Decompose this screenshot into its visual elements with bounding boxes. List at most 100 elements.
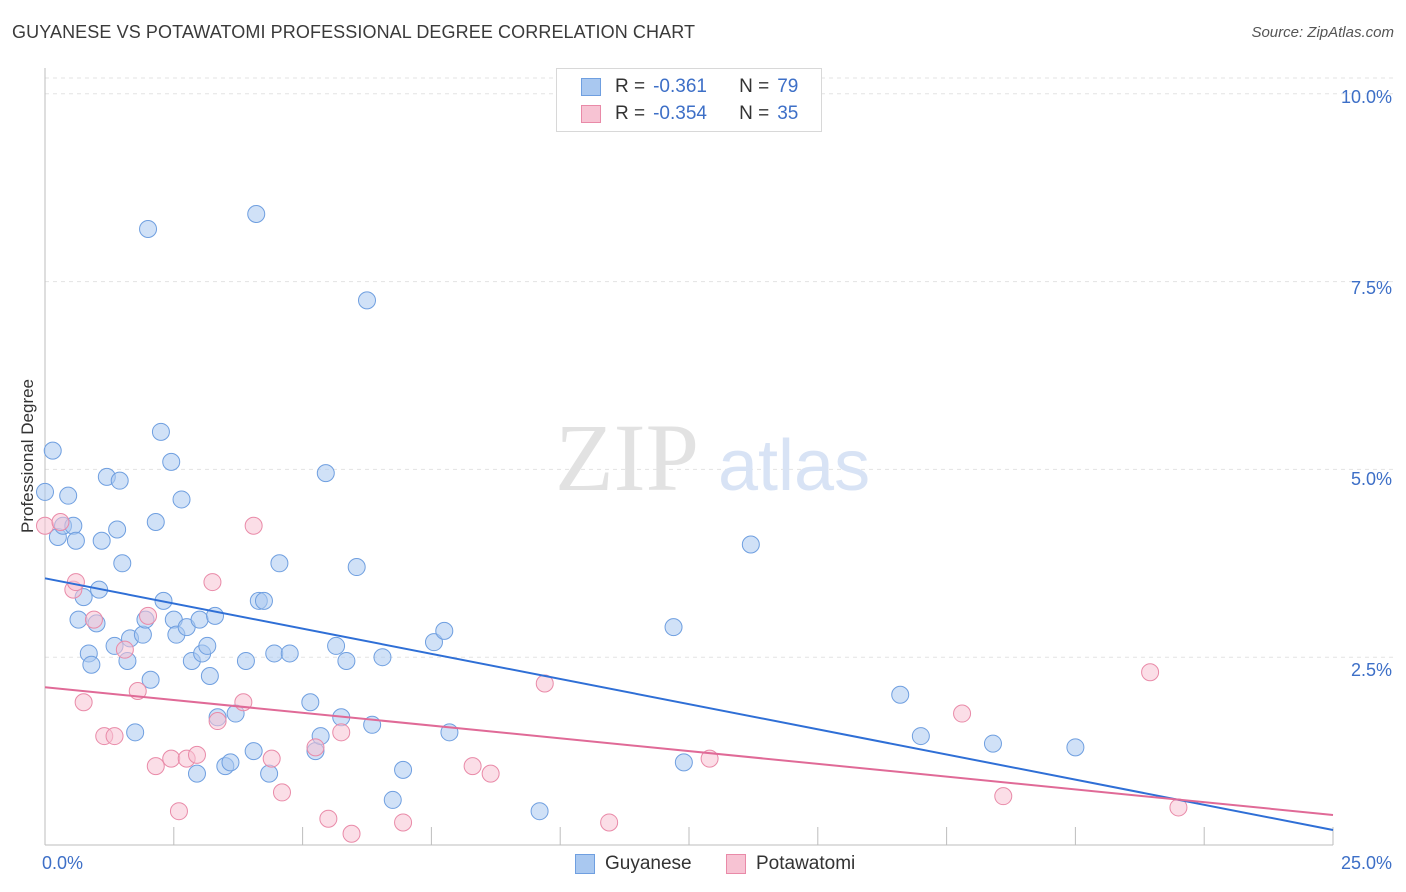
guyanese-point	[110, 471, 129, 490]
bottom-legend-label-guyanese: Guyanese	[605, 853, 692, 874]
legend-r-label: R =	[615, 103, 646, 124]
guyanese-point	[358, 291, 376, 310]
guyanese-point	[172, 490, 191, 509]
potawatomi-point	[169, 802, 188, 821]
legend-n-label: N =	[739, 103, 770, 124]
guyanese-point	[187, 764, 206, 783]
guyanese-point	[236, 651, 255, 670]
potawatomi-point	[105, 727, 124, 746]
potawatomi-point	[115, 640, 134, 659]
guyanese-point	[133, 625, 152, 644]
guyanese-point	[983, 734, 1002, 753]
legend-r-value: -0.354	[653, 103, 707, 124]
guyanese-point	[383, 790, 402, 809]
potawatomi-point	[162, 749, 181, 768]
bottom-legend-swatch-guyanese	[575, 854, 595, 874]
correlation-legend: R = -0.361 N = 79 R = -0.354 N = 35	[556, 68, 822, 132]
guyanese-point	[1066, 738, 1085, 757]
potawatomi-point	[66, 573, 85, 592]
potawatomi-point	[272, 783, 291, 802]
guyanese-point	[254, 591, 273, 610]
guyanese-point	[891, 685, 910, 704]
legend-r-label: R =	[615, 76, 646, 97]
guyanese-point	[108, 520, 127, 539]
axes	[44, 68, 1334, 846]
chart-title: GUYANESE VS POTAWATOMI PROFESSIONAL DEGR…	[12, 22, 696, 42]
legend-swatch-potawatomi	[581, 105, 601, 123]
y-tick-7-5: 7.5%	[1350, 278, 1392, 298]
guyanese-point	[347, 558, 366, 577]
guyanese-point	[911, 727, 930, 746]
legend-row-guyanese: R = -0.361 N = 79	[581, 75, 798, 99]
guyanese-point	[373, 648, 392, 667]
potawatomi-point	[394, 813, 413, 832]
guyanese-point	[126, 723, 145, 742]
guyanese-point	[530, 802, 549, 821]
legend-n-value: 35	[777, 103, 799, 124]
watermark-atlas: atlas	[718, 426, 870, 506]
guyanese-point	[435, 621, 454, 640]
legend-n-label: N =	[739, 76, 770, 97]
legend-swatch-guyanese	[581, 78, 601, 96]
y-tick-5: 5.0%	[1350, 469, 1392, 489]
guyanese-point	[141, 670, 160, 689]
potawatomi-point	[74, 693, 93, 712]
potawatomi-point	[1141, 663, 1160, 682]
x-tick-max: 25.0%	[1340, 853, 1392, 873]
guyanese-point	[327, 636, 346, 655]
guyanese-trend-line	[44, 577, 1334, 831]
legend-r-value: -0.361	[653, 76, 707, 97]
bottom-legend-label-potawatomi: Potawatomi	[756, 853, 856, 874]
guyanese-point	[424, 633, 443, 652]
guyanese-point	[244, 742, 263, 761]
guyanese-point	[146, 512, 165, 531]
potawatomi-point	[342, 824, 361, 843]
guyanese-point	[394, 760, 413, 779]
guyanese-point	[43, 441, 62, 460]
guyanese-point	[301, 693, 320, 712]
potawatomi-point	[244, 516, 263, 535]
y-tick-2-5: 2.5%	[1350, 660, 1392, 680]
guyanese-point	[337, 651, 356, 670]
potawatomi-point	[139, 606, 158, 625]
potawatomi-point	[208, 712, 227, 731]
legend-n-value: 79	[777, 76, 799, 97]
potawatomi-point	[51, 512, 70, 531]
potawatomi-point	[319, 809, 338, 828]
potawatomi-point	[36, 516, 54, 535]
potawatomi-point	[146, 757, 165, 776]
legend-row-potawatomi: R = -0.354 N = 35	[581, 102, 798, 126]
guyanese-point	[36, 482, 54, 501]
guyanese-point	[221, 753, 240, 772]
guyanese-point	[190, 610, 209, 629]
bottom-legend-potawatomi: Potawatomi	[726, 852, 855, 876]
watermark-zip: ZIP	[555, 404, 699, 511]
guyanese-point	[198, 636, 217, 655]
potawatomi-trend-line	[44, 686, 1334, 816]
guyanese-point	[247, 204, 266, 223]
y-tick-10: 10.0%	[1340, 87, 1392, 107]
potawatomi-point	[994, 787, 1013, 806]
guyanese-point	[113, 554, 132, 573]
guyanese-point	[260, 764, 279, 783]
gridlines	[45, 77, 1395, 658]
guyanese-point	[741, 535, 760, 554]
potawatomi-point	[332, 723, 351, 742]
guyanese-point	[59, 486, 78, 505]
potawatomi-point	[203, 573, 222, 592]
bottom-legend-guyanese: Guyanese	[575, 852, 692, 876]
potawatomi-point	[84, 610, 103, 629]
potawatomi-point	[463, 757, 482, 776]
guyanese-point	[280, 644, 299, 663]
guyanese-point	[66, 531, 85, 550]
potawatomi-point	[187, 745, 206, 764]
x-tick-min: 0.0%	[42, 853, 84, 873]
guyanese-point	[82, 655, 101, 674]
trend-lines	[44, 577, 1334, 831]
guyanese-point	[200, 666, 219, 685]
guyanese-point	[674, 753, 693, 772]
potawatomi-point	[953, 704, 972, 723]
potawatomi-point	[600, 813, 619, 832]
source-credit: Source: ZipAtlas.com	[1251, 24, 1394, 41]
